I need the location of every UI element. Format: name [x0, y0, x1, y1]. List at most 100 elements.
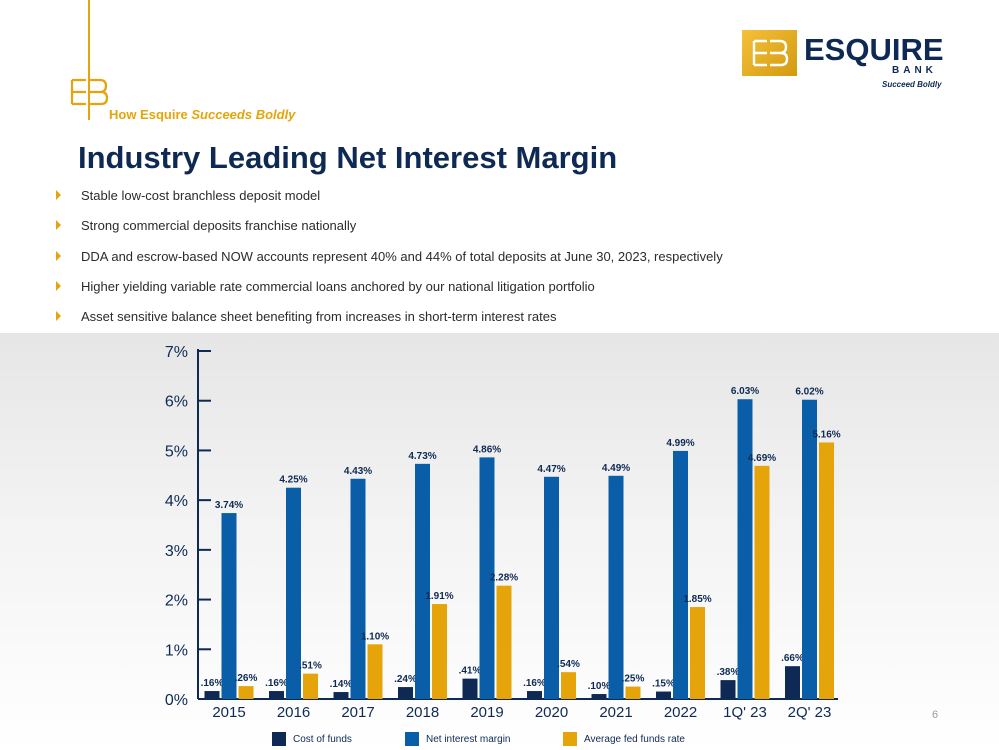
data-label: 4.47% [537, 464, 565, 475]
x-tick-label: 2019 [470, 704, 503, 721]
bar-net-interest-margin [673, 450, 688, 699]
y-tick-label: 5% [165, 443, 188, 460]
legend-item: Net interest margin [405, 732, 510, 746]
data-label: 6.02% [795, 387, 823, 398]
bullet-item: Asset sensitive balance sheet benefiting… [56, 308, 723, 338]
bar-cost-of-funds [462, 678, 478, 699]
bar-net-interest-margin [737, 399, 753, 699]
data-label: .24% [394, 674, 417, 685]
data-label: 3.74% [215, 500, 243, 511]
y-tick-label: 7% [165, 344, 188, 361]
bar-average-fed-funds-rate [303, 673, 318, 699]
bullet-list: Stable low-cost branchless deposit model… [56, 187, 723, 338]
legend-swatch [272, 732, 286, 746]
bullet-item: DDA and escrow-based NOW accounts repres… [56, 248, 723, 278]
bar-cost-of-funds [269, 691, 284, 699]
bullet-item: Higher yielding variable rate commercial… [56, 278, 723, 308]
y-tick-label: 0% [165, 692, 188, 709]
x-tick-label: 2021 [599, 704, 632, 721]
data-label: 6.03% [731, 386, 759, 397]
page-title: Industry Leading Net Interest Margin [78, 140, 618, 175]
x-tick-label: 2020 [535, 704, 568, 721]
bar-net-interest-margin [479, 457, 495, 699]
legend-swatch [563, 732, 577, 746]
data-label: .15% [652, 679, 675, 690]
y-tick-label: 2% [165, 593, 188, 610]
y-tick-label: 1% [165, 642, 188, 659]
bar-average-fed-funds-rate [238, 686, 254, 699]
data-label: 1.91% [425, 591, 453, 602]
tagline: How Esquire Succeeds Boldly [109, 107, 295, 122]
data-label: 4.25% [279, 475, 307, 486]
data-label: 4.99% [666, 438, 694, 449]
bar-net-interest-margin [802, 399, 817, 699]
bar-average-fed-funds-rate [561, 672, 576, 699]
data-label: 4.43% [344, 466, 372, 477]
data-label: .16% [201, 678, 224, 689]
bullet-text: Asset sensitive balance sheet benefiting… [81, 309, 557, 325]
nim-bar-chart: 0% 1% 2% 3% 4% 5% 6% 7% .16% 3.74% .26% 2015 .16% 4.2… [165, 344, 841, 721]
bar-average-fed-funds-rate [754, 465, 770, 699]
bullet-marker-icon [56, 250, 61, 261]
data-label: 4.69% [748, 453, 776, 464]
chart-legend: Cost of funds Net interest margin Average … [0, 732, 999, 750]
x-tick-label: 2017 [341, 704, 374, 721]
decorative-gold-line [88, 0, 90, 120]
bullet-marker-icon [56, 220, 61, 231]
bar-cost-of-funds [333, 692, 349, 699]
x-tick-label: 2018 [406, 704, 439, 721]
tagline-emphasis: Succeeds Boldly [191, 107, 296, 122]
legend-label: Net interest margin [426, 733, 511, 745]
data-label: 2.28% [490, 573, 518, 584]
page-number: 6 [932, 709, 939, 721]
legend-item: Cost of funds [272, 732, 352, 746]
esquire-bank-logo: ESQUIRE BANK Succeed Boldly [742, 30, 944, 90]
bar-net-interest-margin [286, 487, 301, 699]
bar-cost-of-funds [720, 680, 736, 699]
bar-cost-of-funds [785, 666, 800, 699]
x-tick-label: 2022 [664, 704, 697, 721]
x-tick-label: 2Q' 23 [788, 704, 832, 721]
bar-cost-of-funds [398, 687, 413, 699]
data-label: 5.16% [812, 429, 840, 440]
bar-average-fed-funds-rate [367, 644, 383, 699]
bullet-item: Strong commercial deposits franchise nat… [56, 217, 723, 247]
eb-monogram-icon [70, 78, 108, 106]
x-tick-label: 1Q' 23 [723, 704, 767, 721]
bar-cost-of-funds [204, 691, 220, 699]
bullet-item: Stable low-cost branchless deposit model [56, 187, 723, 217]
y-tick-label: 4% [165, 493, 188, 510]
data-label: .38% [717, 667, 740, 678]
bullet-marker-icon [56, 311, 61, 322]
logo-monogram [742, 30, 797, 76]
bar-cost-of-funds [591, 694, 607, 699]
data-label: .16% [523, 678, 546, 689]
x-tick-label: 2016 [277, 704, 310, 721]
data-label: .10% [588, 681, 611, 692]
eb-logo-icon [752, 39, 789, 67]
logo-tagline: Succeed Boldly [882, 80, 942, 89]
data-label: .25% [622, 674, 645, 685]
bar-average-fed-funds-rate [496, 585, 512, 699]
data-label: 4.73% [408, 451, 436, 462]
data-label: 1.85% [683, 594, 711, 605]
legend-swatch [405, 732, 419, 746]
y-tick-label: 6% [165, 394, 188, 411]
data-label: .66% [781, 653, 804, 664]
bar-net-interest-margin [221, 513, 237, 699]
bullet-text: Higher yielding variable rate commercial… [81, 278, 595, 294]
data-label: .41% [459, 666, 482, 677]
bar-cost-of-funds [527, 691, 542, 699]
bullet-text: DDA and escrow-based NOW accounts repres… [81, 248, 723, 264]
legend-label: Average fed funds rate [584, 733, 685, 745]
bar-average-fed-funds-rate [432, 604, 447, 699]
data-label: .54% [557, 659, 580, 670]
data-label: .26% [235, 673, 258, 684]
bar-cost-of-funds [656, 691, 671, 699]
data-label: .51% [299, 661, 322, 672]
data-label: .14% [330, 679, 353, 690]
bullet-marker-icon [56, 190, 61, 200]
y-tick-label: 3% [165, 543, 188, 560]
legend-label: Cost of funds [293, 733, 352, 745]
bullet-text: Stable low-cost branchless deposit model [81, 188, 321, 203]
